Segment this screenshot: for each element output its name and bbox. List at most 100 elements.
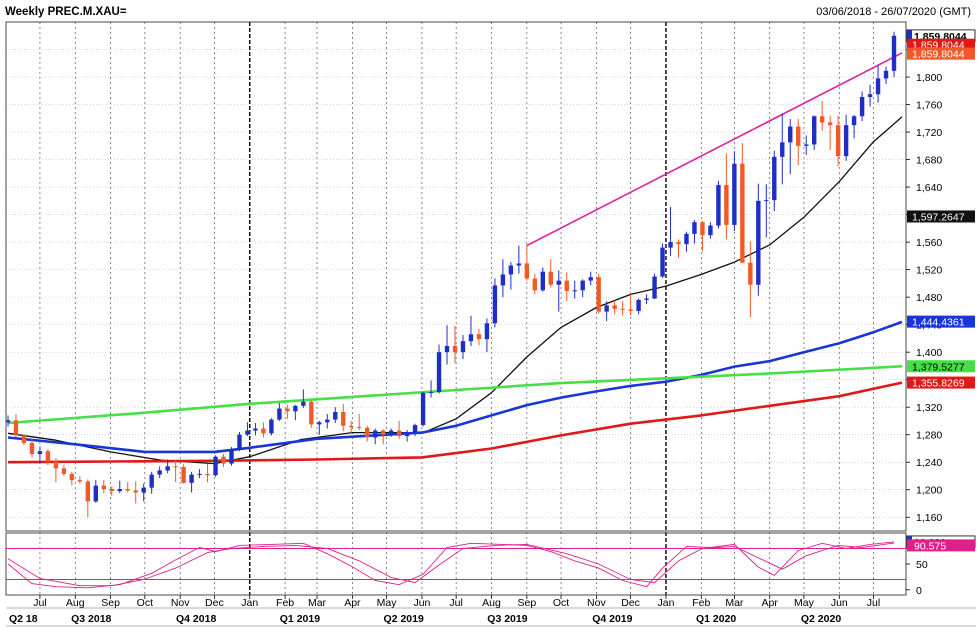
- candle: [732, 151, 737, 232]
- candle: [851, 114, 857, 139]
- candle: [660, 243, 665, 278]
- candle: [45, 449, 51, 465]
- candle-body: [748, 262, 753, 285]
- candle: [388, 428, 394, 437]
- month-label: Oct: [553, 597, 569, 609]
- candle-body: [341, 412, 346, 426]
- month-label: Jul: [33, 597, 46, 609]
- price-tag-label: 1,355.8269: [912, 378, 965, 390]
- candle-body: [173, 466, 178, 468]
- candle-body: [796, 126, 801, 146]
- candle-body: [420, 392, 426, 426]
- candle: [261, 422, 266, 438]
- month-label: Mar: [308, 597, 327, 609]
- y-tick-label: 1,800: [916, 72, 942, 84]
- candle: [580, 279, 585, 298]
- candle-body: [237, 434, 242, 450]
- candle-body: [21, 435, 27, 443]
- y-tick-label: 1,680: [916, 155, 942, 167]
- month-label: Jan: [241, 597, 258, 609]
- candle-body: [788, 126, 793, 143]
- candle-body: [325, 419, 330, 423]
- month-label: Dec: [621, 597, 640, 609]
- candle: [165, 459, 170, 474]
- candle-body: [532, 278, 538, 291]
- candle-body: [780, 142, 785, 157]
- candle: [301, 389, 306, 408]
- candle: [237, 431, 242, 452]
- candle-body: [444, 345, 450, 353]
- month-label: Jan: [657, 597, 674, 609]
- candle: [835, 115, 841, 167]
- ma-line-ma_long_red: [7, 381, 903, 464]
- candle-body: [285, 408, 290, 412]
- quarter-label: Q3 2019: [487, 613, 527, 625]
- candle-body: [500, 274, 506, 286]
- candle: [277, 403, 282, 421]
- stochastic-panel: [6, 541, 906, 589]
- candle-body: [843, 125, 849, 157]
- candle: [516, 245, 522, 274]
- candle: [173, 460, 178, 483]
- candle: [205, 463, 210, 483]
- candle-body: [708, 225, 713, 236]
- candle-body: [460, 341, 466, 353]
- candle-body: [205, 473, 210, 476]
- candle-body: [724, 185, 729, 225]
- candle-body: [875, 78, 881, 95]
- candle: [492, 278, 498, 328]
- y-tick-label: 1,760: [916, 100, 942, 112]
- candle: [157, 466, 162, 479]
- candle-body: [37, 451, 43, 454]
- y-tick-label: 1,160: [916, 512, 942, 524]
- candle-body: [652, 276, 657, 299]
- price-tag-box: [907, 315, 975, 328]
- candle: [333, 407, 338, 424]
- candle: [197, 469, 202, 479]
- candle-body: [101, 485, 106, 490]
- candle: [556, 270, 561, 312]
- candle: [117, 480, 122, 494]
- candle-body: [93, 485, 99, 502]
- candle-body: [125, 489, 130, 491]
- stoch-y-tick-label: 0: [916, 585, 922, 597]
- candle: [460, 334, 466, 360]
- candle-body: [867, 94, 873, 97]
- price-tag-marker: [907, 29, 912, 42]
- candle: [93, 480, 99, 503]
- candle: [364, 425, 370, 442]
- candle: [740, 143, 745, 263]
- candle: [668, 207, 673, 256]
- month-label: Dec: [205, 597, 224, 609]
- month-label: Feb: [276, 597, 294, 609]
- candle-body: [404, 432, 410, 437]
- candle-body: [756, 200, 761, 285]
- candle: [636, 298, 641, 315]
- candle: [476, 328, 482, 346]
- candle: [780, 113, 785, 185]
- candle-body: [213, 456, 218, 476]
- candle: [859, 91, 865, 122]
- candle: [53, 458, 59, 483]
- candle-body: [317, 422, 322, 425]
- candle-body: [428, 392, 434, 394]
- candle-body: [556, 280, 561, 285]
- ma-line-ma_short: [7, 116, 903, 465]
- y-tick-label: 1,240: [916, 457, 942, 469]
- date-range: 03/06/2018 - 26/07/2020 (GMT): [816, 6, 971, 18]
- candle: [604, 301, 609, 322]
- candle: [819, 101, 825, 131]
- candle-body: [412, 425, 418, 433]
- candle-body: [380, 430, 386, 435]
- candle: [524, 244, 530, 281]
- candle-body: [5, 420, 11, 423]
- candle: [452, 326, 458, 364]
- candle: [700, 220, 705, 252]
- trendline-layer: [526, 52, 903, 247]
- candle-body: [811, 116, 817, 145]
- candle: [29, 438, 35, 458]
- candle: [572, 280, 577, 299]
- candle-body: [668, 242, 673, 248]
- candle-body: [117, 489, 122, 492]
